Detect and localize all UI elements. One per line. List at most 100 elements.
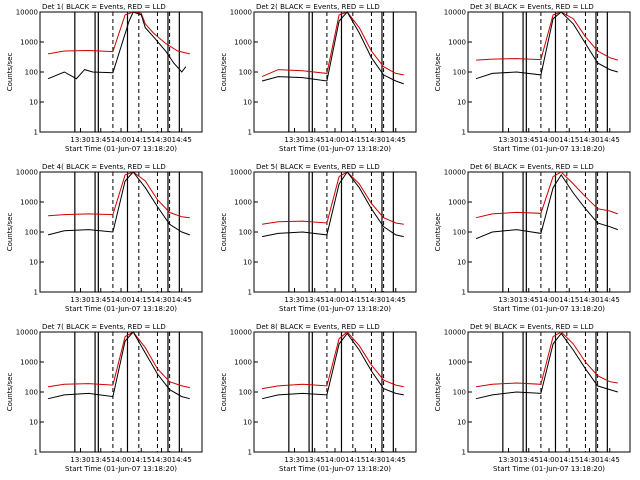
x-tick-label: 14:15 [345,136,365,144]
panel-det-5: Det 5( BLACK = Events, RED = LLD 1 10 100 10… [220,163,417,313]
y-tick-label: 1000 [234,359,252,367]
y-tick-label: 1 [248,129,252,137]
y-tick-label: 10000 [444,169,466,177]
y-axis-label: Counts/sec [220,53,228,92]
x-tick-label: 13:30 [284,456,304,464]
y-tick-label: 1 [462,449,466,457]
y-tick-label: 10 [29,259,38,267]
x-tick-label: 13:45 [519,136,539,144]
x-axis-label: Start Time (01-Jun-07 13:18:20) [65,305,177,313]
x-tick-label: 14:15 [131,296,151,304]
panel-det-8: Det 8( BLACK = Events, RED = LLD 1 10 100 10… [220,323,417,473]
x-tick-label: 13:45 [305,456,325,464]
x-tick-label: 14:15 [345,296,365,304]
x-tick-label: 14:45 [386,296,406,304]
events-series-line [261,332,404,400]
x-tick-label: 14:15 [131,456,151,464]
x-tick-label: 14:00 [325,136,345,144]
x-tick-label: 13:30 [70,296,90,304]
x-tick-label: 14:00 [539,456,559,464]
x-tick-label: 14:15 [345,456,365,464]
y-tick-label: 100 [453,69,466,77]
y-tick-label: 1 [248,289,252,297]
x-tick-label: 13:30 [70,456,90,464]
y-tick-label: 100 [239,69,252,77]
x-axis-label: Start Time (01-Jun-07 13:18:20) [493,305,605,313]
x-tick-label: 14:45 [600,296,620,304]
lld-series-line [475,171,618,219]
x-axis-label: Start Time (01-Jun-07 13:18:20) [65,465,177,473]
y-tick-label: 10000 [16,329,38,337]
events-series-line [47,11,187,80]
x-tick-label: 13:45 [519,296,539,304]
y-tick-label: 10000 [444,9,466,17]
x-tick-label: 13:30 [498,296,518,304]
panel-det-3: Det 3( BLACK = Events, RED = LLD 1 10 100 10… [434,3,631,153]
y-tick-label: 1 [34,289,38,297]
x-tick-label: 14:00 [111,456,131,464]
plot-frame [39,331,203,453]
y-tick-label: 10 [29,419,38,427]
x-tick-label: 13:30 [498,456,518,464]
x-tick-label: 13:45 [305,136,325,144]
x-axis-label: Start Time (01-Jun-07 13:18:20) [279,305,391,313]
y-axis-label: Counts/sec [434,373,442,412]
panel-title: Det 3( BLACK = Events, RED = LLD [470,3,594,11]
panel-det-4: Det 4( BLACK = Events, RED = LLD 1 10 100 10… [6,163,203,313]
x-tick-label: 14:45 [172,296,192,304]
y-axis-label: Counts/sec [6,53,14,92]
y-tick-label: 10 [457,259,466,267]
panel-det-2: Det 2( BLACK = Events, RED = LLD 1 10 100 10… [220,3,417,153]
panel-title: Det 6( BLACK = Events, RED = LLD [470,163,594,171]
y-axis-label: Counts/sec [220,213,228,252]
plot-frame [467,331,631,453]
y-tick-label: 1000 [448,39,466,47]
y-tick-label: 10000 [230,169,252,177]
x-tick-label: 14:30 [365,136,385,144]
y-axis-label: Counts/sec [6,373,14,412]
x-tick-label: 14:45 [386,456,406,464]
y-tick-label: 1 [462,289,466,297]
x-tick-label: 13:30 [284,136,304,144]
y-tick-label: 10000 [230,9,252,17]
events-series-line [475,173,618,240]
events-series-line [47,331,190,400]
y-tick-label: 10 [243,259,252,267]
y-tick-label: 10000 [230,329,252,337]
x-tick-label: 14:30 [365,296,385,304]
panel-det-9: Det 9( BLACK = Events, RED = LLD 1 10 100 10… [434,323,631,473]
x-tick-label: 14:15 [559,296,579,304]
x-tick-label: 14:15 [559,456,579,464]
events-series-line [262,171,404,238]
x-tick-label: 14:00 [539,136,559,144]
x-tick-label: 14:45 [600,136,620,144]
x-tick-label: 14:00 [325,296,345,304]
y-tick-label: 10 [29,99,38,107]
y-tick-label: 1 [34,449,38,457]
x-tick-label: 14:30 [151,136,171,144]
lld-series-line [262,331,404,390]
panel-title: Det 7( BLACK = Events, RED = LLD [42,323,166,331]
y-tick-label: 10 [457,99,466,107]
x-axis-label: Start Time (01-Jun-07 13:18:20) [493,145,605,153]
y-tick-label: 100 [239,389,252,397]
x-tick-label: 14:45 [172,136,192,144]
x-axis-label: Start Time (01-Jun-07 13:18:20) [65,145,177,153]
panel-title: Det 8( BLACK = Events, RED = LLD [256,323,380,331]
y-tick-label: 10000 [16,169,38,177]
events-series-line [475,11,618,80]
x-tick-label: 14:00 [325,456,345,464]
x-tick-label: 14:00 [111,136,131,144]
x-tick-label: 14:30 [579,296,599,304]
x-axis-label: Start Time (01-Jun-07 13:18:20) [279,465,391,473]
x-tick-label: 13:30 [70,136,90,144]
plot-frame [253,11,417,133]
panel-title: Det 1( BLACK = Events, RED = LLD [42,3,166,11]
x-tick-label: 14:45 [172,456,192,464]
x-tick-label: 14:30 [579,456,599,464]
x-tick-label: 14:30 [365,456,385,464]
panel-det-7: Det 7( BLACK = Events, RED = LLD 1 10 100 10… [6,323,203,473]
y-tick-label: 10000 [16,9,38,17]
y-tick-label: 100 [239,229,252,237]
y-tick-label: 1 [34,129,38,137]
